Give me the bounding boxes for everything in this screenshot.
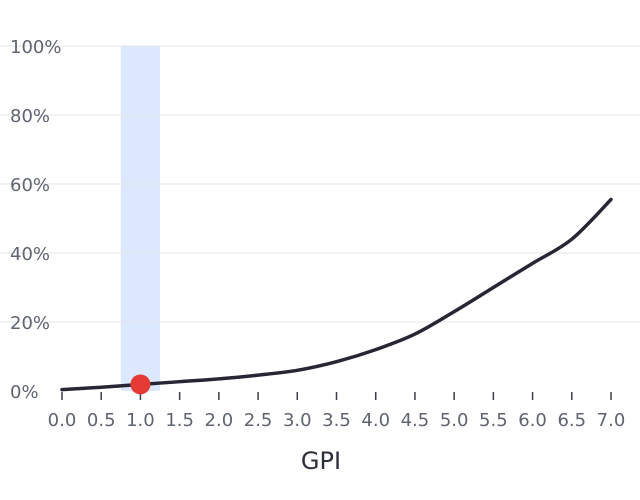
x-tick-label: 6.0 (518, 410, 547, 431)
highlight-band (120, 46, 161, 391)
y-axis-tick-labels: 0% 20% 40% 60% 80% 100% (10, 37, 61, 403)
x-tick-label: 4.5 (401, 410, 430, 431)
x-tick-label: 3.0 (283, 410, 312, 431)
series-line-0 (60, 197, 613, 392)
y-tick-label: 20% (10, 313, 50, 334)
x-tick-label: 6.5 (557, 410, 586, 431)
y-tick-label: 0% (10, 382, 39, 403)
x-tick-label: 5.0 (440, 410, 469, 431)
y-tick-label: 100% (10, 37, 61, 58)
x-tick-label: 1.0 (126, 410, 155, 431)
x-axis-ticks: 0.0 0.5 1.0 1.5 2.0 2.5 3.0 3.5 4.0 4.5 5.0 5.5 6.0 6… (48, 392, 626, 431)
x-tick-label: 3.5 (322, 410, 351, 431)
series-layer (60, 197, 613, 392)
x-tick-label: 0.0 (48, 410, 77, 431)
y-tick-label: 80% (10, 106, 50, 127)
x-tick-label: 2.5 (244, 410, 273, 431)
highlight-band-layer (120, 46, 161, 391)
x-tick-label: 2.0 (205, 410, 234, 431)
y-tick-label: 40% (10, 244, 50, 265)
x-tick-label: 1.5 (165, 410, 194, 431)
highlight-point (130, 374, 151, 395)
x-tick-label: 4.0 (361, 410, 390, 431)
highlight-point-layer (130, 374, 151, 395)
x-tick-label: 0.5 (87, 410, 116, 431)
x-tick-label: 7.0 (597, 410, 626, 431)
grid-lines (0, 45, 640, 323)
x-axis-label: GPI (301, 447, 341, 475)
y-tick-label: 60% (10, 175, 50, 196)
x-tick-label: 5.5 (479, 410, 508, 431)
